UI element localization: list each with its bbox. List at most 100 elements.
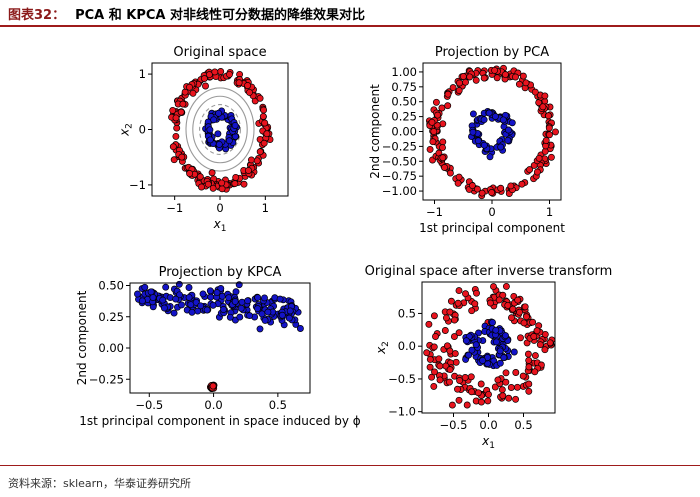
data-point-blue: [185, 293, 193, 301]
data-point-blue: [258, 310, 266, 318]
data-point-blue: [199, 290, 207, 298]
data-point-blue: [504, 136, 512, 144]
source-note: 资料来源：sklearn，华泰证券研究所: [8, 477, 191, 490]
data-point-red: [247, 156, 255, 164]
data-point-red: [217, 68, 225, 75]
data-point-red: [541, 92, 549, 100]
data-point-red: [209, 184, 217, 192]
data-point-blue: [175, 280, 183, 288]
data-point-red: [472, 76, 480, 84]
data-point-blue: [231, 122, 239, 129]
data-point-blue: [510, 348, 518, 356]
x-tick-label: 0: [216, 201, 223, 215]
data-point-blue: [206, 136, 214, 144]
x-tick-label: −0.5: [440, 418, 468, 432]
data-point-red: [477, 380, 485, 388]
data-point-red: [512, 73, 519, 81]
x-tick-label: 0.5: [514, 418, 532, 432]
data-point-red: [198, 183, 205, 191]
data-point-red: [449, 84, 457, 92]
data-point-red: [530, 333, 538, 340]
data-point-red: [514, 296, 522, 304]
y-tick-label: 0: [139, 123, 146, 137]
data-point-red: [430, 312, 438, 320]
y-tick-label: 0.50: [98, 279, 124, 293]
y-tick-label: −0.25: [382, 139, 417, 153]
data-point-blue: [256, 325, 264, 333]
chart-title: Projection by PCA: [435, 45, 549, 60]
data-point-red: [439, 154, 447, 162]
data-point-blue: [479, 357, 487, 364]
data-point-red: [186, 170, 194, 177]
data-point-red: [468, 182, 476, 190]
data-point-blue: [508, 119, 516, 127]
footer-rule: [0, 465, 700, 466]
data-point-red: [446, 347, 454, 355]
data-point-red: [426, 355, 434, 363]
data-point-red: [454, 179, 462, 187]
data-point-red: [491, 66, 499, 74]
data-point-red: [535, 154, 543, 162]
data-point-blue: [261, 294, 268, 302]
data-point-red: [467, 373, 475, 381]
y-axis-label: 2nd component: [75, 290, 89, 385]
data-point-red: [501, 71, 509, 79]
data-point-red: [455, 329, 463, 337]
data-point-red: [260, 139, 268, 147]
data-point-red: [169, 106, 177, 114]
data-point-red: [448, 401, 456, 409]
data-point-blue: [489, 319, 496, 326]
data-point-red: [451, 350, 459, 358]
data-point-red: [471, 300, 479, 308]
data-point-red: [218, 185, 226, 193]
data-point-blue: [244, 297, 252, 305]
data-point-blue: [141, 283, 149, 291]
data-point-red: [200, 75, 208, 83]
data-point-red: [546, 131, 553, 139]
data-point-red: [446, 366, 454, 374]
data-point-red: [438, 104, 446, 112]
y-tick-label: −0.5: [388, 372, 416, 386]
data-point-red: [518, 180, 526, 188]
y-tick-label: 0.25: [391, 110, 417, 124]
data-point-blue: [134, 290, 141, 298]
data-point-red: [446, 378, 453, 386]
y-tick-label: 0.25: [98, 310, 124, 324]
data-point-red: [502, 369, 510, 377]
data-point-red: [490, 283, 497, 291]
data-point-red: [423, 349, 431, 357]
data-point-red: [461, 374, 469, 381]
data-point-blue: [246, 312, 254, 320]
data-point-red: [525, 387, 533, 395]
data-point-red: [186, 83, 193, 91]
data-point-red: [246, 88, 253, 96]
data-point-red: [426, 363, 434, 371]
data-point-red: [441, 164, 448, 171]
data-point-red: [494, 376, 502, 384]
data-point-red: [439, 138, 447, 146]
data-point-blue: [214, 130, 222, 138]
data-point-red: [519, 372, 527, 380]
data-point-red: [432, 98, 440, 106]
data-point-blue: [207, 293, 215, 301]
x-tick-label: 0.0: [479, 418, 497, 432]
data-point-red: [244, 82, 252, 89]
data-point-red: [172, 132, 180, 140]
data-point-red: [541, 346, 549, 354]
data-point-red: [169, 143, 177, 151]
data-point-blue: [238, 298, 246, 306]
x-tick-label: 0.0: [204, 398, 222, 412]
data-point-blue: [225, 294, 233, 302]
data-point-red: [463, 401, 471, 409]
x-tick-label: 0.5: [269, 398, 287, 412]
data-point-red: [205, 71, 213, 79]
data-point-red: [504, 301, 512, 309]
data-point-blue: [232, 288, 240, 296]
data-point-red: [516, 308, 523, 316]
data-point-red: [439, 144, 446, 152]
data-point-red: [509, 305, 517, 313]
data-point-red: [451, 316, 458, 324]
data-point-red: [426, 145, 434, 153]
data-point-blue: [505, 126, 512, 134]
